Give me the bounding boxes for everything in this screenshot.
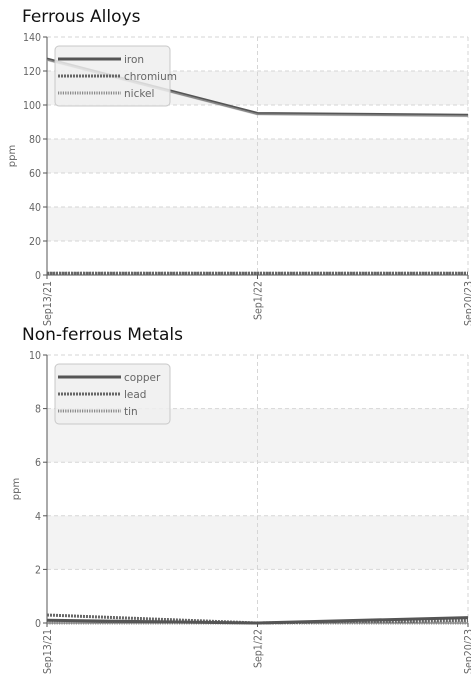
y-tick-label: 100 — [23, 100, 41, 112]
x-tick-label: Sep1/22 — [253, 629, 265, 668]
x-tick-label: Sep20/23 — [463, 281, 471, 326]
legend: iron chromium nickel — [54, 45, 177, 107]
y-tick-label: 0 — [35, 618, 41, 630]
y-tick-label: 4 — [35, 511, 41, 523]
y-tick-label: 80 — [29, 134, 41, 146]
y-tick-label: 10 — [29, 350, 41, 362]
legend-label: chromium — [124, 71, 177, 83]
legend-label: tin — [124, 406, 138, 418]
chart-1: Ferrous Alloys 0 20 40 60 80 100 120 140 Sep13/21… — [7, 7, 471, 326]
y-tick-label: 6 — [35, 457, 41, 469]
chart-title: Non-ferrous Metals — [22, 325, 183, 345]
x-tick-label: Sep1/22 — [253, 281, 265, 320]
y-axis-label: ppm — [7, 145, 18, 167]
legend-label: lead — [124, 389, 146, 401]
chart-title: Ferrous Alloys — [22, 7, 141, 27]
y-tick-label: 0 — [35, 270, 41, 282]
x-tick-label: Sep20/23 — [463, 629, 471, 674]
legend: copper lead tin — [54, 363, 171, 425]
legend-label: iron — [124, 54, 144, 66]
y-tick-label: 120 — [23, 66, 41, 78]
y-tick-label: 8 — [35, 404, 41, 416]
y-axis-label: ppm — [11, 478, 22, 500]
y-tick-label: 140 — [23, 32, 41, 44]
series-line-copper — [46, 616, 469, 625]
legend-label: nickel — [124, 88, 154, 100]
y-tick-label: 40 — [29, 202, 41, 214]
y-tick-label: 20 — [29, 236, 41, 248]
y-tick-label: 2 — [35, 564, 41, 576]
x-tick-label: Sep13/21 — [42, 629, 54, 674]
legend-label: copper — [124, 372, 161, 384]
chart-2: Non-ferrous Metals 0 2 4 6 8 10 Sep13/21 Sep1/22… — [11, 325, 471, 674]
series-lines — [46, 613, 469, 625]
x-tick-label: Sep13/21 — [42, 281, 54, 326]
y-tick-label: 60 — [29, 168, 41, 180]
